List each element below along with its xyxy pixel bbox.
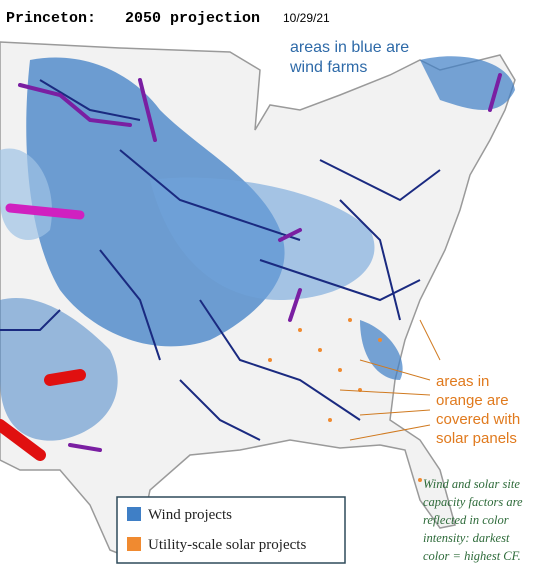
red-line xyxy=(0,369,86,461)
annotation-lines xyxy=(339,319,441,441)
dot xyxy=(318,348,322,352)
purple-lines xyxy=(18,73,502,452)
wind-region xyxy=(0,148,52,240)
line xyxy=(39,79,141,121)
note-line: intensity: darkest xyxy=(423,531,510,545)
wind-region xyxy=(420,56,515,110)
capacity-note: Wind and solar site capacity factors are… xyxy=(423,477,523,563)
legend-label: Wind projects xyxy=(148,507,232,523)
date: 10/29/21 xyxy=(283,11,330,25)
pointer xyxy=(359,409,431,416)
pointer xyxy=(349,424,431,441)
pointer xyxy=(359,359,431,381)
legend-swatch xyxy=(127,507,141,521)
note-line: color = highest CF. xyxy=(423,549,521,563)
solar-note: solar panels xyxy=(436,430,517,447)
line xyxy=(199,299,361,421)
line xyxy=(18,83,132,127)
line xyxy=(179,379,261,441)
dot xyxy=(268,358,272,362)
wind-region xyxy=(360,320,403,380)
subtitle: 2050 projection xyxy=(125,10,260,27)
magenta-line xyxy=(5,203,85,220)
note-line: capacity factors are xyxy=(423,495,523,509)
dot xyxy=(378,338,382,342)
legend-label: Utility-scale solar projects xyxy=(148,537,306,553)
solar-note: orange are xyxy=(436,392,509,409)
line xyxy=(259,259,421,302)
dot xyxy=(348,318,352,322)
transmission-lines xyxy=(0,79,441,441)
line xyxy=(99,249,161,361)
line xyxy=(278,228,302,242)
line xyxy=(68,443,102,452)
solar-note: areas in xyxy=(436,373,489,390)
legend-box xyxy=(116,496,346,564)
note-line: reflected in color xyxy=(423,513,509,527)
title: Princeton: xyxy=(6,10,96,27)
dot xyxy=(418,478,422,482)
wind-note: wind farms xyxy=(289,59,367,76)
line xyxy=(119,149,301,241)
dot xyxy=(328,418,332,422)
line xyxy=(488,73,502,112)
wind-region xyxy=(0,298,118,441)
line xyxy=(138,78,157,142)
dot xyxy=(338,368,342,372)
wind-note: areas in blue are xyxy=(290,39,409,56)
pointer xyxy=(419,319,441,361)
pointer xyxy=(339,389,431,396)
legend-swatch xyxy=(127,537,141,551)
dot xyxy=(298,328,302,332)
note-line: Wind and solar site xyxy=(423,477,520,491)
line xyxy=(288,288,302,322)
line xyxy=(0,309,61,331)
line xyxy=(339,199,401,321)
line xyxy=(319,159,441,202)
solar-note: covered with xyxy=(436,411,520,428)
